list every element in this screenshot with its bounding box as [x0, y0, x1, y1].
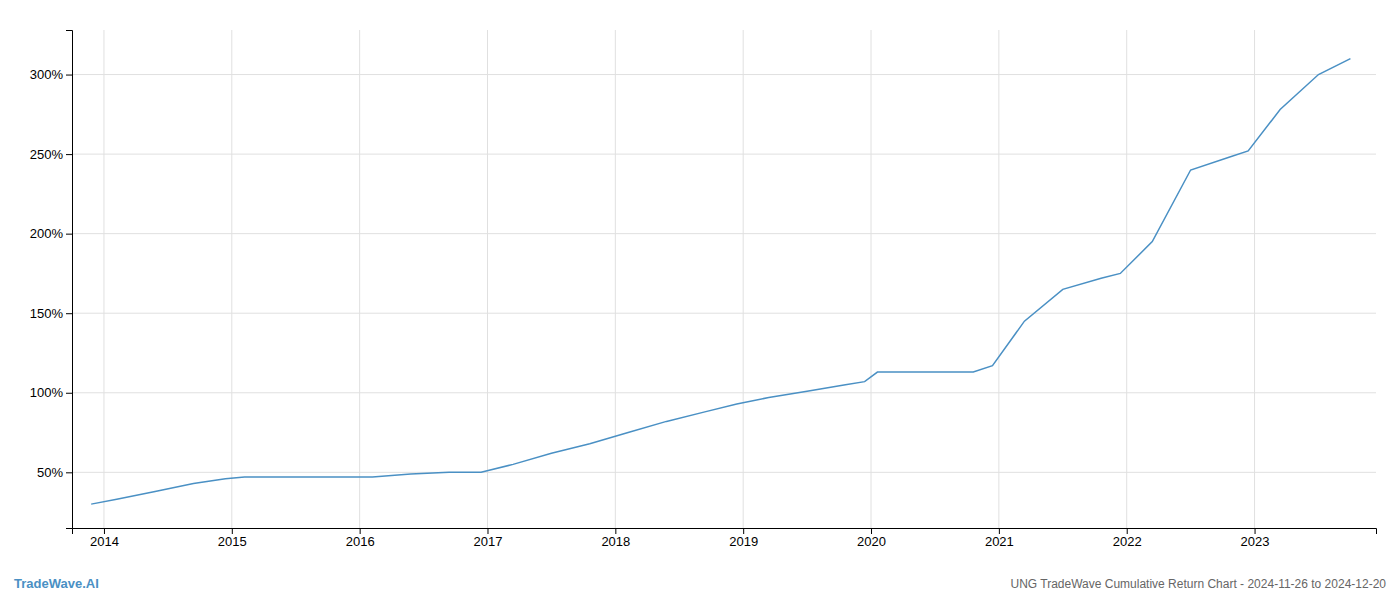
y-axis-line — [66, 31, 73, 529]
x-axis-tick-label: 2023 — [1241, 534, 1270, 549]
x-axis-tick: 2014 — [90, 528, 119, 549]
grid-line-y — [72, 313, 1376, 314]
grid — [72, 30, 1376, 528]
marks — [91, 59, 1350, 504]
y-axis-tick-label: 150% — [30, 306, 64, 321]
x-axis-tick-label: 2021 — [985, 534, 1014, 549]
x-axis-tick: 2019 — [729, 528, 758, 549]
y-axis-tick-mark — [66, 154, 72, 155]
chart-title: UNG TradeWave Cumulative Return Chart - … — [1010, 577, 1386, 591]
grid-line-y — [72, 233, 1376, 234]
grid-line-x — [1254, 30, 1255, 528]
grid-line-x — [359, 30, 360, 528]
grid-line-y — [72, 472, 1376, 473]
y-axis-tick-label: 300% — [30, 67, 64, 82]
x-axis-tick-label: 2015 — [218, 534, 247, 549]
x-axis-tick-mark — [871, 528, 872, 534]
y-axis-tick: 50% — [37, 465, 72, 480]
x-axis-tick-mark — [615, 528, 616, 534]
x-axis-tick-label: 2014 — [90, 534, 119, 549]
y-axis-tick: 100% — [30, 385, 72, 400]
x-axis-tick-mark — [487, 528, 488, 534]
grid-line-x — [487, 30, 488, 528]
x-axis-tick: 2021 — [985, 528, 1014, 549]
x-axis-tick: 2018 — [601, 528, 630, 549]
grid-line-y — [72, 392, 1376, 393]
y-axis-tick-mark — [66, 313, 72, 314]
x-axis-tick: 2022 — [1113, 528, 1142, 549]
x-axis-tick-mark — [743, 528, 744, 534]
grid-line-y — [72, 154, 1376, 155]
x-axis: 2014 2015 2016 2017 2018 2019 2020 2021 2022 2023 — [73, 528, 1377, 549]
y-axis-tick-mark — [66, 75, 72, 76]
x-axis-tick-mark — [1127, 528, 1128, 534]
x-axis-line — [73, 529, 1377, 535]
x-axis-tick-label: 2018 — [601, 534, 630, 549]
x-axis-tick-label: 2020 — [857, 534, 886, 549]
grid-line-y — [72, 74, 1376, 75]
grid-line-x — [231, 30, 232, 528]
y-axis-tick: 150% — [30, 306, 72, 321]
x-axis-tick: 2015 — [218, 528, 247, 549]
y-axis-tick-mark — [66, 393, 72, 394]
y-axis-tick-label: 50% — [37, 465, 63, 480]
x-axis-tick-label: 2022 — [1113, 534, 1142, 549]
y-axis-tick-label: 100% — [30, 385, 64, 400]
x-axis-tick-mark — [232, 528, 233, 534]
y-axis-tick: 250% — [30, 147, 72, 162]
x-axis-tick-label: 2019 — [729, 534, 758, 549]
x-axis-tick: 2023 — [1241, 528, 1270, 549]
y-axis-tick: 200% — [30, 226, 72, 241]
grid-line-x — [1126, 30, 1127, 528]
x-axis-tick: 2017 — [474, 528, 503, 549]
y-axis-tick-label: 200% — [30, 226, 64, 241]
y-axis-tick-label: 250% — [30, 147, 64, 162]
grid-line-x — [998, 30, 999, 528]
grid-line-x — [615, 30, 616, 528]
chart-svg: 2014 2015 2016 2017 2018 2019 2020 2021 2022 2023… — [0, 0, 1400, 600]
y-axis-tick: 300% — [30, 67, 72, 82]
grid-line-x — [871, 30, 872, 528]
grid-line-x — [743, 30, 744, 528]
annotation: TradeWave.AI — [14, 576, 99, 591]
plot-area: 2014 2015 2016 2017 2018 2019 2020 2021 2022 2023… — [30, 30, 1377, 549]
x-axis-tick: 2016 — [346, 528, 375, 549]
x-axis-tick: 2020 — [857, 528, 886, 549]
grid-line-x — [103, 30, 104, 528]
x-axis-tick-label: 2016 — [346, 534, 375, 549]
y-axis-tick-mark — [66, 234, 72, 235]
x-axis-tick-mark — [360, 528, 361, 534]
x-axis-tick-mark — [999, 528, 1000, 534]
data-line — [91, 59, 1350, 504]
x-axis-tick-mark — [104, 528, 105, 534]
x-axis-tick-label: 2017 — [474, 534, 503, 549]
x-axis-tick-mark — [1255, 528, 1256, 534]
y-axis-tick-mark — [66, 472, 72, 473]
y-axis: 50% 100% 150% 200% 250% 300% — [30, 31, 73, 529]
